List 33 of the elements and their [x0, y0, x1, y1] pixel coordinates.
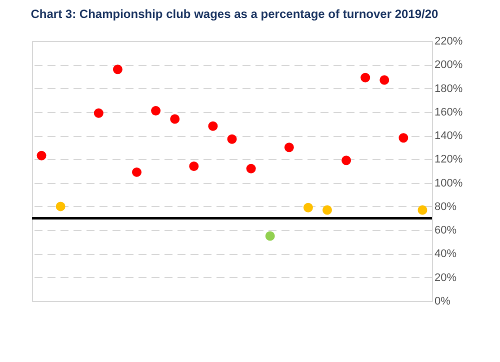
y-tick-label: 200%	[434, 59, 463, 72]
point	[132, 167, 142, 177]
point	[246, 164, 256, 174]
point	[189, 162, 199, 172]
y-tick-label: 140%	[434, 130, 463, 142]
point	[208, 121, 218, 131]
y-tick-label: 0%	[434, 296, 451, 308]
y-tick-label: 100%	[434, 177, 463, 190]
y-tick-label: 220%	[434, 36, 463, 48]
y-tick-label: 20%	[434, 272, 457, 284]
y-tick-label: 180%	[434, 82, 463, 95]
y-tick-label: 60%	[434, 224, 457, 237]
point	[322, 205, 332, 215]
point	[380, 75, 390, 85]
point	[360, 72, 370, 82]
y-tick-label: 40%	[434, 248, 457, 260]
point	[342, 156, 352, 166]
point	[227, 134, 237, 144]
y-tick-label: 80%	[434, 200, 457, 213]
point	[151, 106, 161, 116]
point	[284, 142, 294, 152]
point	[398, 133, 408, 143]
point	[303, 202, 313, 212]
point	[418, 205, 428, 215]
chart-title: Chart 3: Championship club wages as a percentage of turnover 2019/20	[30, 7, 439, 21]
point	[36, 150, 46, 160]
y-tick-label: 160%	[434, 106, 463, 118]
point	[56, 202, 66, 212]
point	[170, 114, 180, 124]
point	[112, 64, 122, 74]
y-tick-label: 120%	[434, 154, 463, 166]
point	[94, 108, 104, 118]
point	[265, 231, 275, 241]
